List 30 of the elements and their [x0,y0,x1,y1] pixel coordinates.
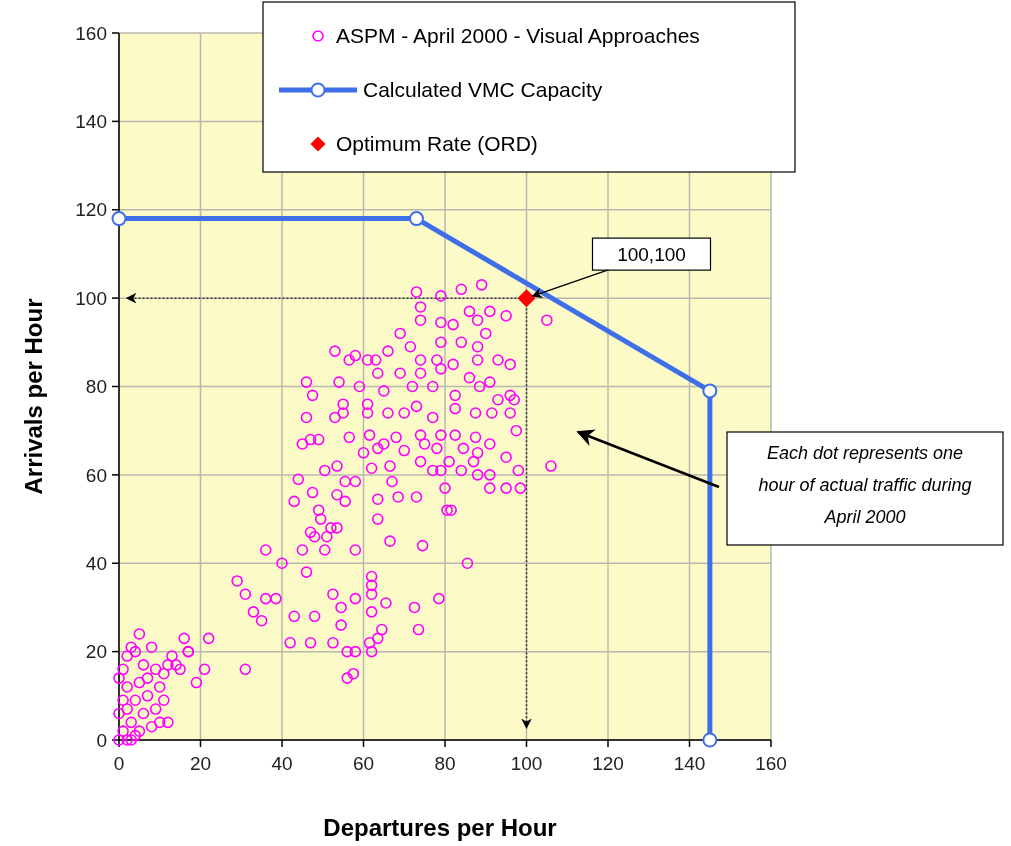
legend-label: Calculated VMC Capacity [363,78,603,102]
x-tick-label: 0 [113,753,125,774]
x-tick-label: 20 [189,753,212,774]
y-tick-label: 60 [85,464,107,486]
legend-label: Optimum Rate (ORD) [336,132,538,156]
y-tick-label: 160 [75,22,107,44]
legend-label: ASPM - April 2000 - Visual Approaches [336,24,700,48]
x-tick-label: 160 [755,753,787,774]
y-tick-label: 140 [75,111,107,133]
x-tick-label: 60 [352,753,375,774]
annotation: 100,100 [617,244,686,266]
y-tick-label: 120 [75,199,107,221]
x-tick-label: 120 [592,753,624,774]
point [111,211,127,227]
y-axis-title: Arrivals per Hour [20,298,47,495]
x-tick-label: 100 [510,753,543,774]
y-tick-label: 0 [96,729,107,751]
y-tick-label: 20 [85,641,107,663]
annotation: Each dot represents one hour of actual traffic during April 2000 [758,443,972,527]
x-tick-label: 140 [673,753,706,774]
y-tick-label: 40 [85,552,107,574]
x-axis-title: Departures per Hour [323,814,557,841]
point [408,211,424,227]
x-tick-label: 40 [271,753,293,774]
y-tick-label: 80 [85,376,107,398]
point [702,732,718,748]
point [517,289,536,308]
y-tick-label: 100 [75,287,107,309]
point [702,383,718,399]
x-tick-label: 80 [434,753,456,774]
